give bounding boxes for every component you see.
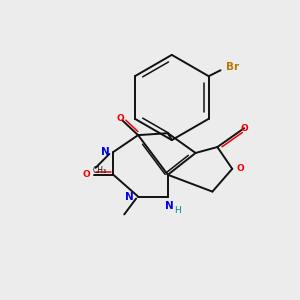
Text: O: O: [236, 164, 244, 173]
Text: CH₃: CH₃: [92, 166, 106, 175]
Text: H: H: [174, 206, 181, 215]
Text: N: N: [100, 147, 109, 157]
Text: N: N: [125, 192, 134, 202]
Text: O: O: [240, 124, 248, 133]
Text: N: N: [165, 200, 174, 211]
Text: Br: Br: [226, 62, 239, 72]
Text: O: O: [83, 170, 91, 179]
Text: O: O: [116, 114, 124, 123]
